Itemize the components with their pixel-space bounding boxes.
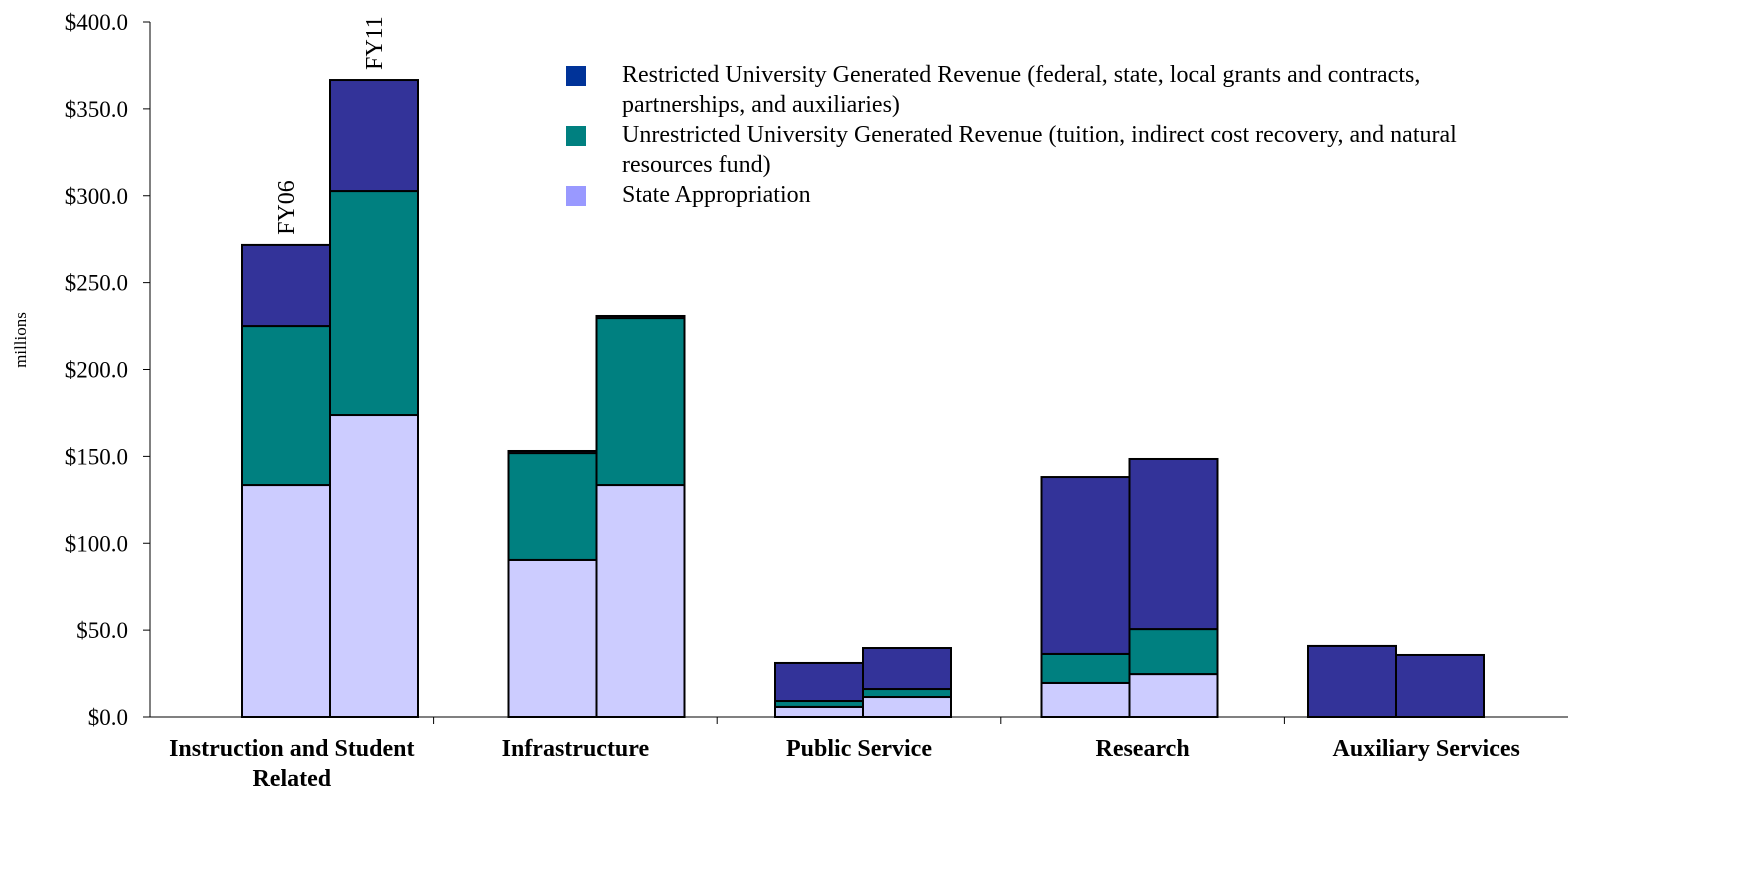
legend-swatch bbox=[566, 66, 586, 86]
legend-swatch bbox=[566, 186, 586, 206]
bar-segment bbox=[862, 647, 952, 691]
legend-item: Restricted University Generated Revenue … bbox=[566, 60, 1486, 120]
y-tick-label: $300.0 bbox=[65, 184, 128, 209]
x-tick-label: Public Service bbox=[786, 736, 932, 762]
x-tick-label: Infrastructure bbox=[501, 736, 650, 762]
bar-segment bbox=[595, 317, 686, 487]
y-tick-label: $50.0 bbox=[76, 618, 128, 643]
legend-label: Unrestricted University Generated Revenu… bbox=[622, 122, 1457, 178]
legend-swatch bbox=[566, 126, 586, 146]
bar-segment bbox=[774, 705, 864, 718]
bar-segment bbox=[329, 190, 419, 417]
bar-segment bbox=[1128, 457, 1219, 631]
bar-segment bbox=[507, 452, 598, 561]
bar-segment bbox=[241, 243, 331, 328]
bar-segment bbox=[595, 484, 686, 719]
legend-item: State Appropriation bbox=[566, 180, 1486, 210]
y-tick-label: $100.0 bbox=[65, 531, 128, 556]
bar-segment bbox=[507, 558, 598, 718]
bar-segment bbox=[1128, 673, 1219, 718]
x-tick-label: Auxiliary Services bbox=[1332, 736, 1520, 762]
bar-label: FY11 bbox=[362, 16, 388, 70]
bar-segment bbox=[1040, 681, 1131, 719]
bar-segment bbox=[507, 449, 598, 455]
x-tick-label: Instruction and Student Related bbox=[169, 736, 415, 792]
bar-segment bbox=[329, 79, 419, 193]
bar-segment bbox=[241, 325, 331, 487]
legend-label: State Appropriation bbox=[622, 182, 811, 208]
bar-label: FY06 bbox=[274, 180, 300, 235]
y-tick-label: $400.0 bbox=[65, 10, 128, 35]
bar-segment bbox=[1307, 644, 1397, 719]
bar-segment bbox=[241, 484, 331, 719]
y-tick-label: $150.0 bbox=[65, 444, 128, 469]
bar-segment bbox=[1040, 476, 1131, 655]
bar-segment bbox=[595, 314, 686, 320]
legend-item: Unrestricted University Generated Revenu… bbox=[566, 120, 1486, 180]
y-tick-label: $200.0 bbox=[65, 358, 128, 383]
bar-segment bbox=[1128, 628, 1219, 676]
y-axis-label: millions bbox=[11, 312, 30, 368]
bar-segment bbox=[1395, 653, 1485, 719]
bar-segment bbox=[774, 661, 864, 703]
bar-segment bbox=[329, 414, 419, 718]
y-tick-label: $350.0 bbox=[65, 97, 128, 122]
x-tick-label: Research bbox=[1095, 736, 1190, 762]
bar-segment bbox=[1040, 652, 1131, 684]
bar-segment bbox=[862, 688, 952, 699]
y-tick-label: $250.0 bbox=[65, 271, 128, 296]
y-tick-label: $0.0 bbox=[88, 705, 128, 730]
legend-label: Restricted University Generated Revenue … bbox=[622, 62, 1421, 118]
bar-segment bbox=[862, 696, 952, 718]
